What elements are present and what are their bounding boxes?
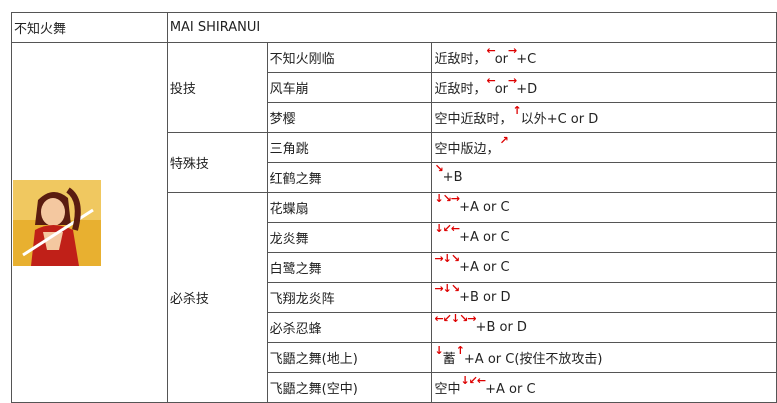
arrow-icon: →↓↘	[434, 282, 460, 296]
command-text: 空中近敌时，	[434, 112, 513, 127]
arrow-icon: ↓	[434, 344, 443, 357]
command-text: +D	[516, 82, 538, 97]
arrow-icon: ↘	[434, 162, 443, 176]
move-row: 飞翔龙炎阵 →↓↘+B or D	[12, 282, 777, 313]
move-command: 近敌时，←or→+D	[431, 72, 777, 103]
move-name: 花蝶扇	[266, 192, 433, 223]
move-command: ↓蓄↑+A or C(按住不放攻击)	[431, 342, 777, 373]
move-name: 梦樱	[266, 102, 433, 133]
command-text: +A or C(按住不放攻击)	[463, 352, 603, 367]
move-row: 必杀忍蜂 ←↙↓↘→+B or D	[12, 312, 777, 343]
move-name: 三角跳	[266, 132, 433, 163]
move-list-table: 不知火舞 MAI SHIRANUI 投技 不知火刚临 近敌时，←or→+C 风车崩 近敌…	[11, 12, 777, 403]
move-row: 龙炎舞 ↓↙←+A or C	[12, 222, 777, 253]
command-text: +B or D	[475, 320, 527, 335]
move-command: 空中↓↙←+A or C	[431, 372, 777, 403]
move-command: ↓↙←+A or C	[431, 222, 777, 253]
move-command: 空中版边，↗	[431, 132, 777, 163]
move-command: ↘+B	[431, 162, 777, 193]
arrow-icon: ↑	[455, 344, 465, 357]
category-label: 特殊技	[166, 132, 268, 193]
move-row: 梦樱 空中近敌时，↑以外+C or D	[12, 102, 777, 133]
arrow-icon: ←	[486, 44, 495, 57]
command-text: 空中版边，	[434, 142, 500, 157]
arrow-icon: ↓↘→	[434, 192, 460, 206]
move-name: 飞鼯之舞(地上)	[266, 342, 433, 373]
command-text: +A or C	[459, 260, 510, 275]
character-portrait	[13, 179, 101, 266]
move-command: 空中近敌时，↑以外+C or D	[431, 102, 777, 133]
move-name: 红鹤之舞	[266, 162, 433, 193]
portrait-cell	[11, 42, 168, 403]
category-label: 必杀技	[166, 192, 268, 403]
arrow-icon: →	[508, 44, 517, 57]
move-command: ←↙↓↘→+B or D	[431, 312, 777, 343]
command-text: +A or C	[459, 200, 510, 215]
move-row: 投技 不知火刚临 近敌时，←or→+C	[11, 42, 777, 403]
command-text: +A or C	[485, 382, 536, 397]
command-text: or	[494, 52, 508, 67]
command-text: +B or D	[459, 290, 511, 305]
command-text: +B	[442, 170, 463, 185]
move-name: 飞翔龙炎阵	[266, 282, 433, 313]
command-text: 近敌时，	[434, 52, 487, 67]
command-text: +A or C	[459, 230, 510, 245]
move-name: 白鹭之舞	[266, 252, 433, 283]
command-text: +C	[516, 52, 537, 67]
move-name: 风车崩	[266, 72, 433, 103]
header-row: 不知火舞 MAI SHIRANUI	[11, 12, 777, 43]
arrow-icon: ↓↙←	[434, 222, 460, 236]
arrow-icon: ←↙↓↘→	[434, 312, 476, 326]
character-name-en: MAI SHIRANUI	[166, 12, 777, 43]
move-name: 飞鼯之舞(空中)	[266, 372, 433, 403]
arrow-icon: ↑	[512, 104, 521, 117]
move-command: ↓↘→+A or C	[431, 192, 777, 223]
move-command: →↓↘+B or D	[431, 282, 777, 313]
arrow-icon: →↓↘	[434, 252, 460, 266]
move-command: 近敌时，←or→+C	[431, 42, 777, 73]
arrow-icon: →	[508, 74, 517, 87]
character-name: 不知火舞	[11, 12, 168, 43]
command-text: 蓄	[442, 352, 456, 367]
move-name: 必杀忍蜂	[266, 312, 433, 343]
arrow-icon: ←	[486, 74, 495, 87]
arrow-icon: ↓↙←	[460, 374, 486, 387]
move-name: 不知火刚临	[266, 42, 433, 73]
move-row: 白鹭之舞 →↓↘+A or C	[12, 252, 777, 283]
command-text: 空中	[434, 382, 461, 397]
command-text: or	[494, 82, 508, 97]
command-text: 以外+C or D	[520, 112, 599, 127]
move-row: 红鹤之舞 ↘+B	[12, 162, 777, 193]
move-row: 飞鼯之舞(空中) 空中↓↙←+A or C	[12, 372, 777, 403]
move-command: →↓↘+A or C	[431, 252, 777, 283]
category-label: 投技	[166, 42, 268, 133]
move-name: 龙炎舞	[266, 222, 433, 253]
arrow-icon: ↗	[499, 134, 508, 147]
command-text: 近敌时，	[434, 82, 487, 97]
